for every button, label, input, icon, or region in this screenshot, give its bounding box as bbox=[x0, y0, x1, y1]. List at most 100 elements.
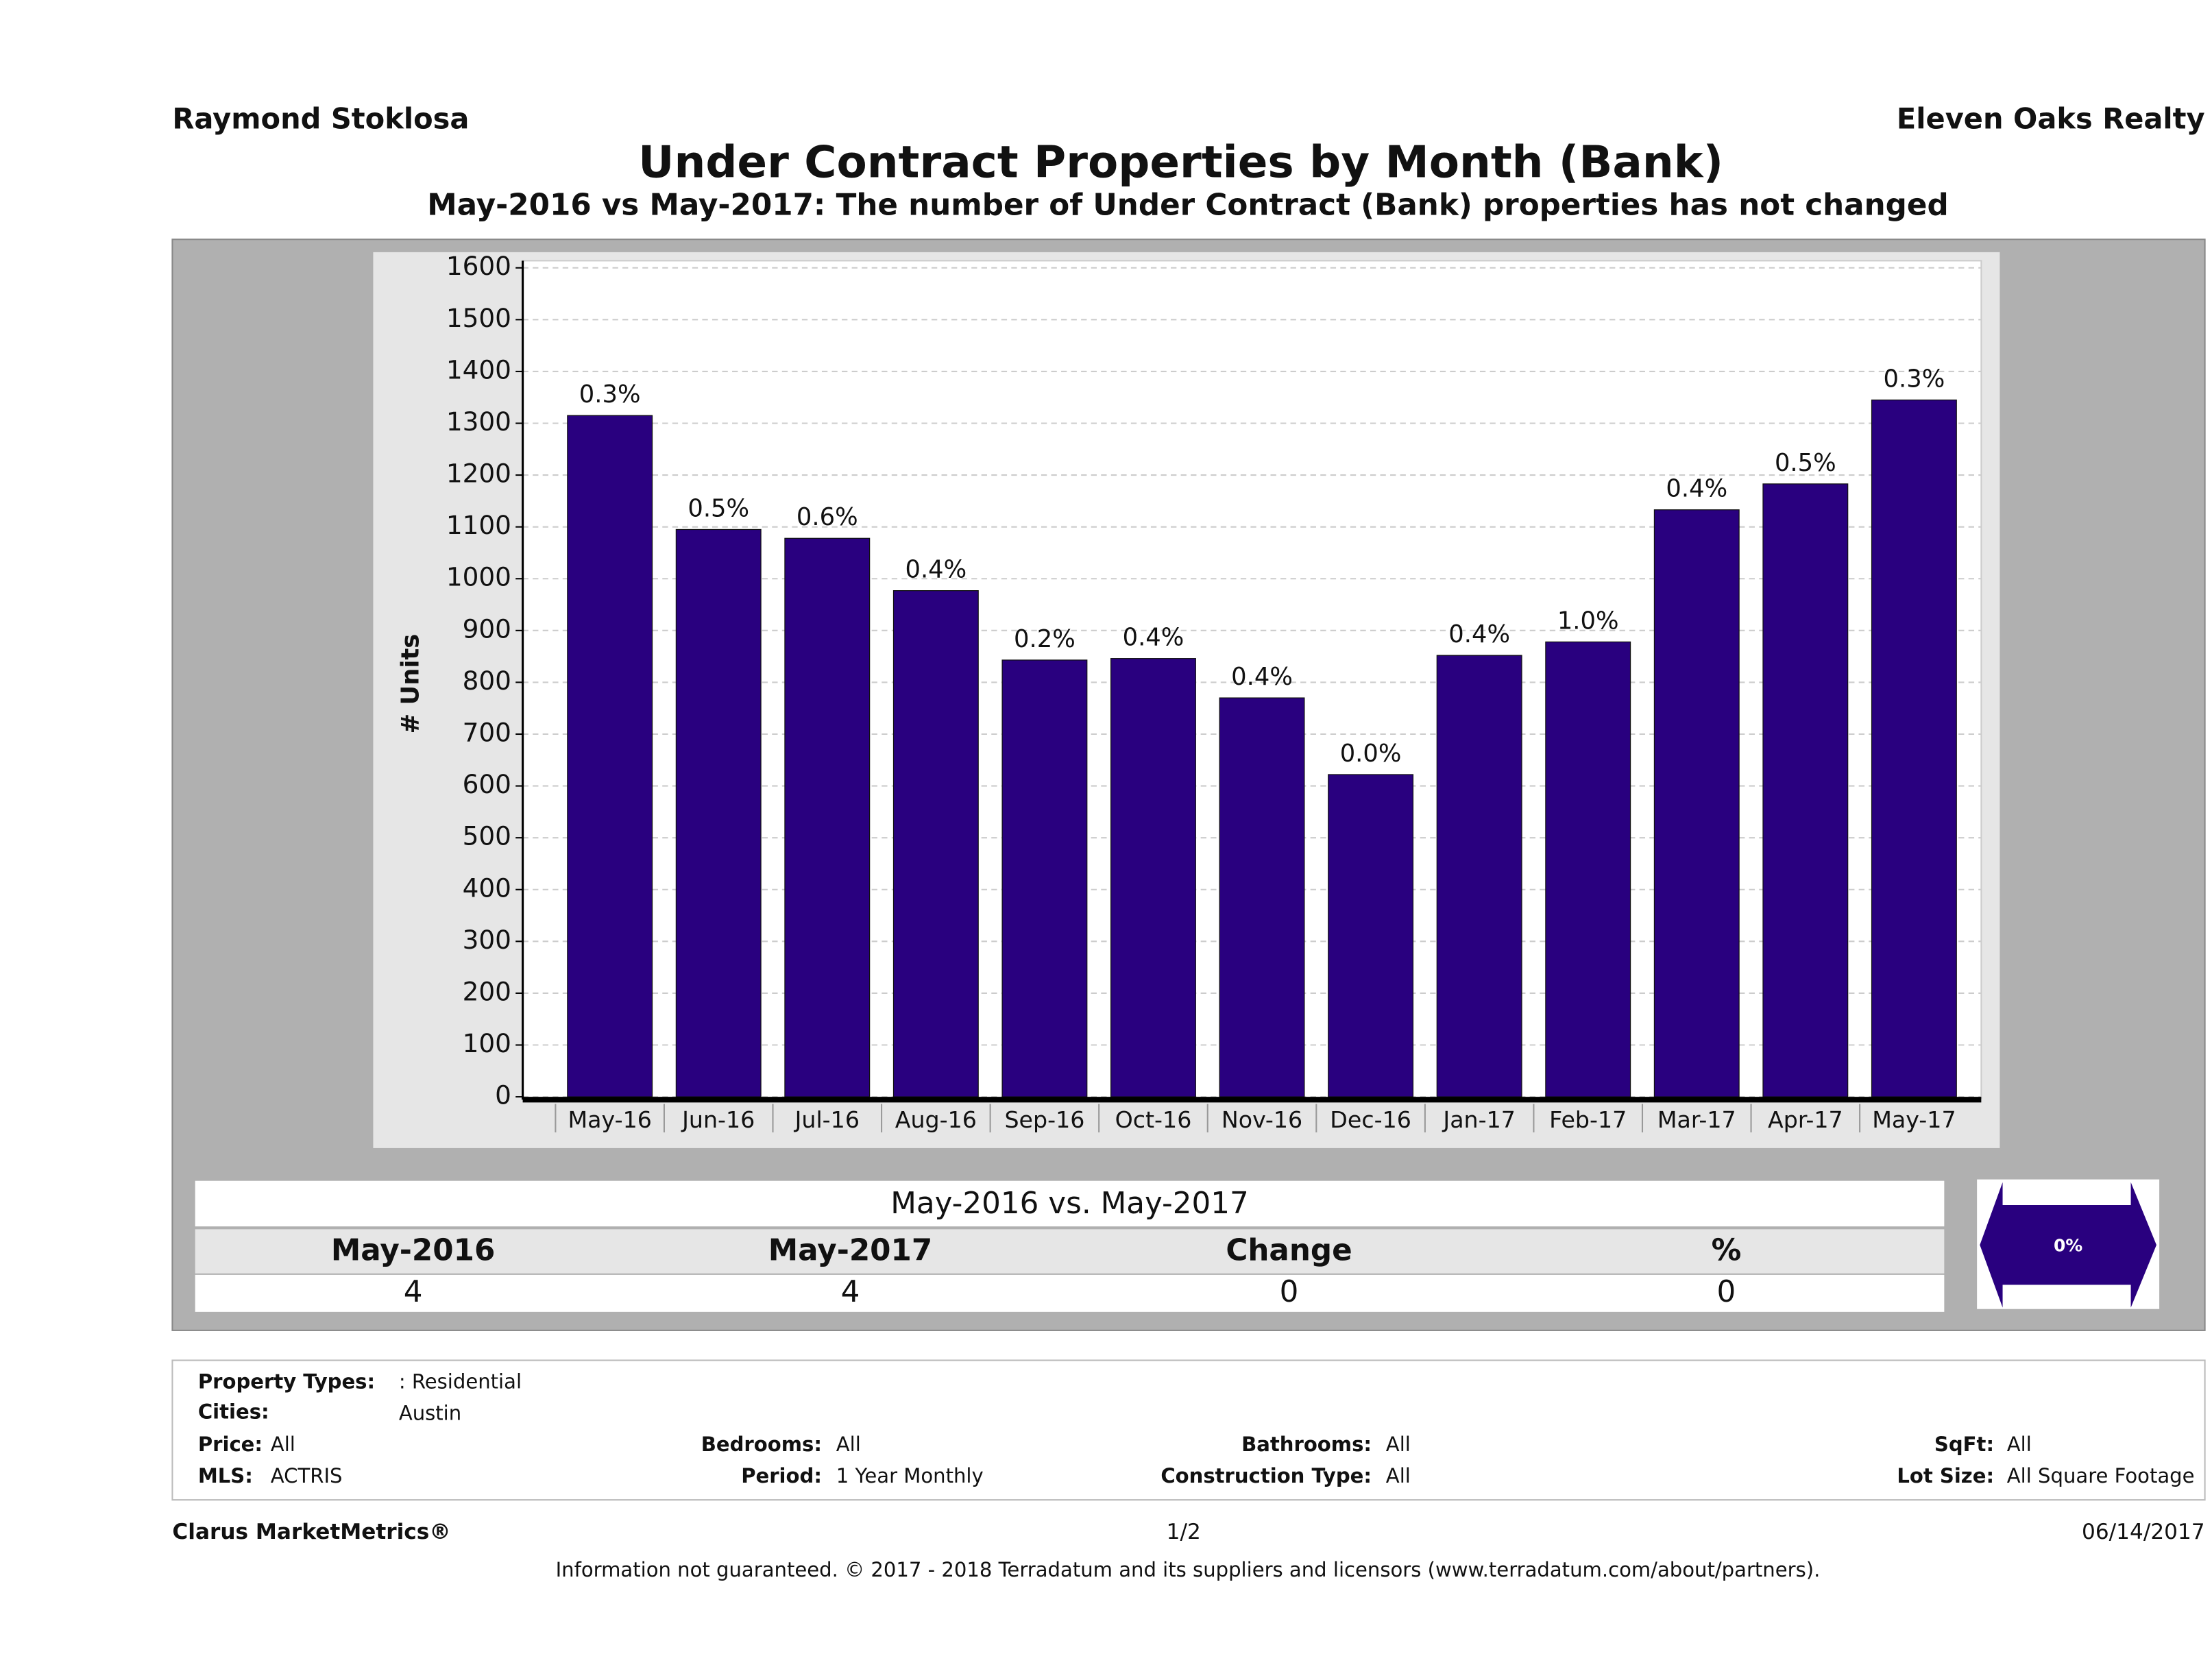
x-tick-label: Dec-16 bbox=[1330, 1106, 1411, 1133]
filter-label: MLS: bbox=[198, 1464, 253, 1487]
bar-label: 1.0% bbox=[1557, 607, 1619, 635]
bar-label: 0.3% bbox=[579, 380, 641, 409]
filter-value: All bbox=[271, 1433, 295, 1456]
bar-label: 0.2% bbox=[1014, 625, 1075, 653]
y-tick-label: 700 bbox=[463, 718, 511, 748]
filter-value: All bbox=[1386, 1464, 1411, 1487]
column-header: May-2017 bbox=[768, 1234, 932, 1268]
agent: Raymond Stoklosa bbox=[172, 102, 469, 136]
column-header: Change bbox=[1226, 1234, 1352, 1268]
bar bbox=[1762, 483, 1849, 1097]
filter-value: All Square Footage bbox=[2007, 1464, 2195, 1487]
x-tick-label: May-17 bbox=[1872, 1106, 1956, 1133]
y-tick-label: 0 bbox=[495, 1080, 511, 1110]
x-tick-label: Aug-16 bbox=[895, 1106, 977, 1133]
x-tick-label: Nov-16 bbox=[1222, 1106, 1302, 1133]
y-tick-label: 500 bbox=[463, 821, 511, 851]
chart-title: Under Contract Properties by Month (Bank… bbox=[638, 137, 1723, 189]
badge-arrow bbox=[1980, 1182, 2156, 1308]
badge-label: 0% bbox=[2054, 1235, 2082, 1255]
company: Eleven Oaks Realty bbox=[1897, 102, 2205, 136]
x-tick-label: Mar-17 bbox=[1657, 1106, 1736, 1133]
filter-label: Bathrooms: bbox=[1241, 1433, 1372, 1456]
bar-label: 0.6% bbox=[797, 503, 858, 531]
bar bbox=[892, 590, 979, 1097]
column-value: 0 bbox=[1717, 1275, 1736, 1309]
filter-label: Construction Type: bbox=[1160, 1464, 1372, 1487]
x-tick-label: Sep-16 bbox=[1004, 1106, 1084, 1133]
filter-value: : Residential bbox=[399, 1370, 522, 1394]
filters-box bbox=[171, 1359, 2206, 1501]
column-value: 0 bbox=[1280, 1275, 1299, 1309]
filter-value: All bbox=[836, 1433, 861, 1456]
column-value: 4 bbox=[841, 1275, 860, 1309]
bar-label: 0.5% bbox=[688, 494, 749, 522]
y-tick-label: 600 bbox=[463, 769, 511, 799]
filter-value: 1 Year Monthly bbox=[836, 1464, 984, 1487]
table-title: May-2016 vs. May-2017 bbox=[890, 1187, 1249, 1221]
y-tick-label: 1600 bbox=[446, 251, 511, 281]
y-tick-label: 900 bbox=[463, 613, 511, 644]
filter-label: Property Types: bbox=[198, 1370, 375, 1394]
table-value-row bbox=[195, 1274, 1945, 1312]
y-tick-label: 1300 bbox=[446, 406, 511, 437]
bar-label: 0.4% bbox=[1231, 663, 1293, 691]
y-tick-label: 1400 bbox=[446, 354, 511, 385]
bar-label: 0.4% bbox=[1448, 620, 1510, 648]
bar-label: 0.3% bbox=[1884, 365, 1945, 393]
filter-label: Cities: bbox=[198, 1400, 269, 1423]
bar bbox=[1001, 659, 1088, 1097]
x-tick-label: Oct-16 bbox=[1115, 1106, 1192, 1133]
bar-label: 0.4% bbox=[1123, 624, 1184, 652]
bar bbox=[1436, 655, 1522, 1097]
y-tick-label: 100 bbox=[463, 1028, 511, 1058]
bar-label: 0.4% bbox=[1666, 475, 1727, 503]
filter-label: Lot Size: bbox=[1897, 1464, 1994, 1487]
x-tick-label: Jul-16 bbox=[794, 1106, 860, 1133]
bar bbox=[1219, 697, 1305, 1097]
x-tick-label: May-16 bbox=[568, 1106, 651, 1133]
filter-label: Bedrooms: bbox=[701, 1433, 822, 1456]
filter-value: All bbox=[1386, 1433, 1411, 1456]
bar bbox=[1110, 658, 1196, 1097]
filter-value: Austin bbox=[399, 1401, 461, 1424]
column-value: 4 bbox=[404, 1275, 423, 1309]
y-tick-label: 400 bbox=[463, 873, 511, 903]
date: 06/14/2017 bbox=[2082, 1520, 2205, 1544]
disclaimer: Information not guaranteed. © 2017 - 201… bbox=[556, 1558, 1821, 1581]
y-tick-label: 1000 bbox=[446, 562, 511, 592]
y-tick-label: 1500 bbox=[446, 303, 511, 333]
filter-label: Price: bbox=[198, 1433, 263, 1456]
filter-value: All bbox=[2007, 1433, 2032, 1456]
x-tick-label: Jun-16 bbox=[681, 1106, 755, 1133]
table-header-row bbox=[195, 1229, 1945, 1274]
y-tick-label: 1100 bbox=[446, 510, 511, 540]
chart-subtitle: May-2016 vs May-2017: The number of Unde… bbox=[427, 188, 1949, 222]
x-tick-label: Feb-17 bbox=[1549, 1106, 1627, 1133]
bar bbox=[1871, 399, 1957, 1097]
page-number: 1/2 bbox=[1167, 1520, 1201, 1544]
x-tick-label: Apr-17 bbox=[1768, 1106, 1843, 1133]
bar bbox=[784, 537, 871, 1097]
bar bbox=[1328, 774, 1414, 1097]
column-header: May-2016 bbox=[331, 1234, 495, 1268]
filter-label: Period: bbox=[741, 1464, 822, 1487]
y-axis-title: # Units bbox=[397, 634, 425, 734]
bar bbox=[1653, 509, 1740, 1097]
filter-label: SqFt: bbox=[1934, 1433, 1994, 1456]
bar-label: 0.4% bbox=[905, 556, 967, 584]
y-tick-label: 200 bbox=[463, 976, 511, 1006]
bar bbox=[675, 528, 762, 1097]
y-tick-label: 1200 bbox=[446, 459, 511, 489]
bar bbox=[1545, 641, 1631, 1097]
filter-value: ACTRIS bbox=[271, 1464, 343, 1487]
x-tick-label: Jan-17 bbox=[1442, 1106, 1516, 1133]
table-title-row bbox=[195, 1180, 1945, 1227]
bar bbox=[567, 415, 653, 1097]
brand: Clarus MarketMetrics® bbox=[172, 1520, 450, 1544]
bar-label: 0.0% bbox=[1340, 740, 1402, 768]
y-tick-label: 300 bbox=[463, 925, 511, 955]
y-tick-label: 800 bbox=[463, 666, 511, 696]
